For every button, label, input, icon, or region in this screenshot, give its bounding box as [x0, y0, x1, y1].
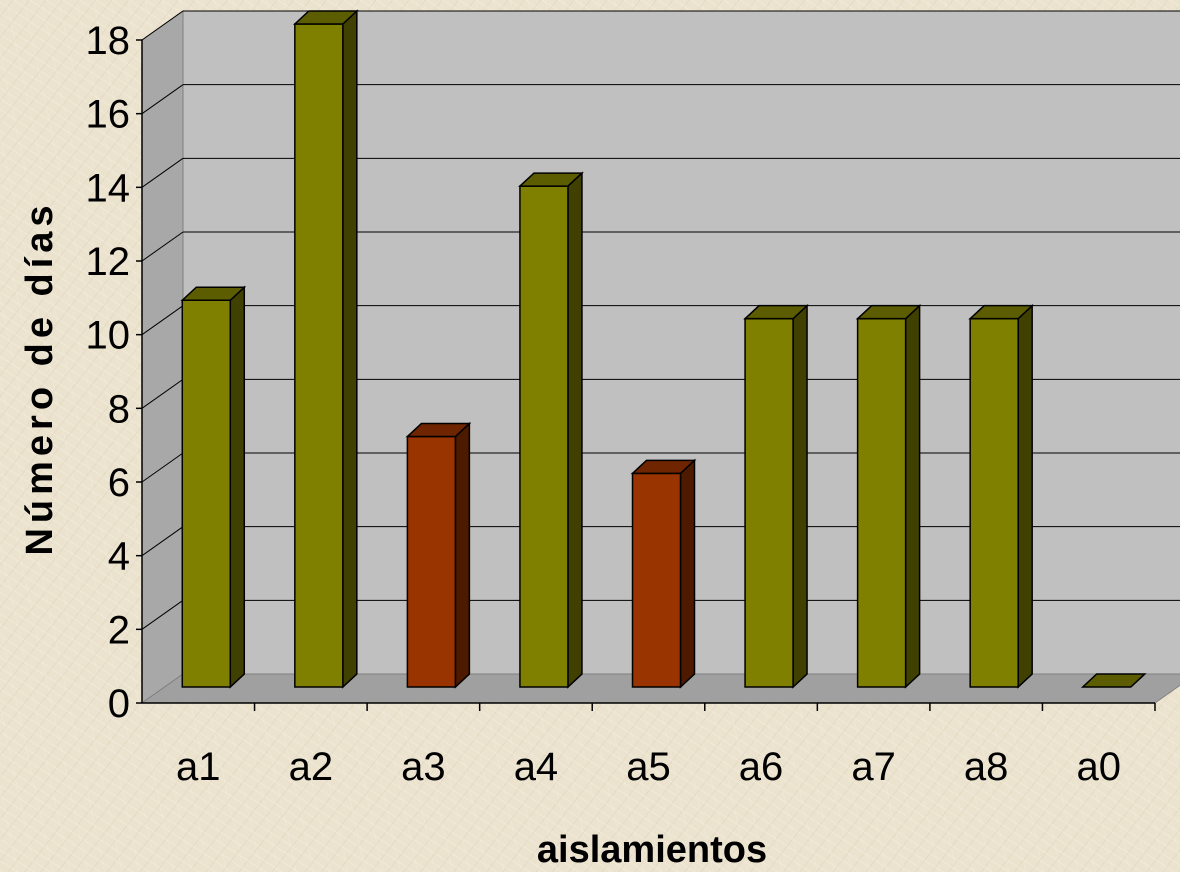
bar-top — [405, 422, 472, 438]
bar-top — [518, 172, 584, 187]
bar-side — [229, 285, 246, 689]
y-tick-label: 8 — [108, 387, 130, 431]
bar-a6 — [743, 303, 809, 689]
y-tick-label: 4 — [108, 535, 130, 579]
gridline-diagonal — [141, 526, 184, 557]
bars — [180, 9, 1147, 689]
bar-top — [180, 286, 247, 301]
bar-front — [519, 185, 569, 688]
x-tick-label: a1 — [176, 745, 221, 789]
y-axis-title: Número de días — [19, 200, 61, 555]
x-tick-label: a6 — [739, 745, 784, 789]
bar-front — [856, 317, 907, 688]
bar-a1 — [180, 285, 247, 689]
bar-front — [631, 472, 682, 688]
x-tick-label: a7 — [851, 745, 896, 789]
bar-top — [292, 10, 359, 25]
bar-side — [567, 171, 583, 689]
bar-top — [1080, 673, 1147, 688]
gridline-diagonal — [141, 84, 184, 115]
y-tick-label: 10 — [86, 314, 131, 358]
bar-front — [744, 317, 794, 688]
bar-front — [181, 299, 232, 688]
y-tick-label: 14 — [86, 166, 131, 210]
x-tick-label: a8 — [964, 745, 1009, 789]
bar-side — [454, 421, 471, 689]
bar-top — [855, 304, 922, 320]
gridline-diagonal — [141, 10, 184, 41]
gridline-diagonal — [141, 599, 184, 630]
bar-front — [969, 317, 1019, 688]
gridline-diagonal — [141, 305, 184, 336]
y-tick-label: 6 — [108, 461, 130, 505]
y-tick-label: 18 — [86, 19, 131, 63]
bar-side — [792, 303, 808, 689]
bar-top — [968, 304, 1035, 320]
bar-side — [1017, 303, 1033, 689]
gridline-diagonal — [141, 157, 184, 188]
bar-front — [406, 435, 457, 688]
bar-front — [294, 23, 344, 688]
bar-a8 — [968, 303, 1035, 689]
x-axis-title: aislamientos — [537, 829, 767, 871]
gridline-diagonal — [141, 378, 184, 409]
y-tick-labels: 0 2 4 6 8 10 12 14 16 18 — [86, 19, 142, 726]
bar-top — [630, 459, 697, 475]
x-tick-label: a4 — [514, 745, 559, 789]
bar-side — [679, 458, 696, 689]
axes — [141, 40, 1155, 704]
x-tick-label: a0 — [1076, 745, 1121, 789]
gridline-diagonal — [141, 231, 184, 262]
y-tick-label: 2 — [108, 608, 130, 652]
y-tick-label: 16 — [86, 93, 131, 137]
bar-a0 — [1080, 673, 1147, 688]
gridline-diagonal — [141, 452, 184, 483]
bar-a2 — [292, 9, 359, 689]
bar-side — [904, 303, 921, 689]
x-tick-label: a2 — [289, 745, 334, 789]
bar-a3 — [405, 421, 472, 689]
x-tick-label: a5 — [626, 745, 671, 789]
bar-a5 — [630, 458, 697, 689]
side-wall — [141, 10, 184, 704]
y-tick-label: 12 — [86, 240, 131, 284]
bar-top — [743, 304, 809, 320]
x-tick-label: a3 — [401, 745, 446, 789]
bar-side — [342, 9, 358, 689]
y-tick-label: 0 — [108, 682, 130, 726]
bar-a4 — [518, 171, 584, 689]
x-tick-labels: a1 a2 a3 a4 a5 a6 a7 a8 a0 — [176, 703, 1156, 789]
bar-a7 — [855, 303, 922, 689]
